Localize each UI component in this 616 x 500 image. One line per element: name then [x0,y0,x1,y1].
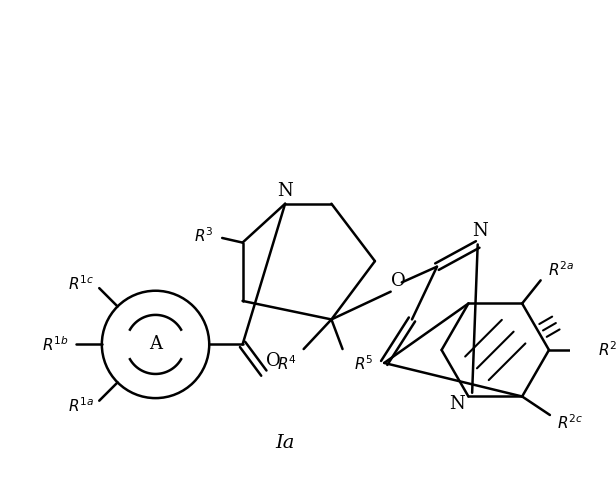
Text: $R^{1a}$: $R^{1a}$ [68,396,94,414]
Text: N: N [450,395,465,413]
Text: O: O [391,272,405,289]
Text: $R^{2a}$: $R^{2a}$ [548,260,574,278]
Text: $R^{2c}$: $R^{2c}$ [557,413,583,432]
Text: Ia: Ia [275,434,295,452]
Text: $R^5$: $R^5$ [354,354,373,373]
Text: A: A [149,336,162,353]
Text: $R^4$: $R^4$ [277,354,297,373]
Text: $R^{1b}$: $R^{1b}$ [42,335,69,354]
Text: N: N [277,182,293,200]
Text: $R^{1c}$: $R^{1c}$ [68,274,94,293]
Text: O: O [265,352,280,370]
Text: $R^3$: $R^3$ [194,226,214,244]
Text: $R^{2b}$: $R^{2b}$ [598,340,616,359]
Text: N: N [472,222,487,240]
